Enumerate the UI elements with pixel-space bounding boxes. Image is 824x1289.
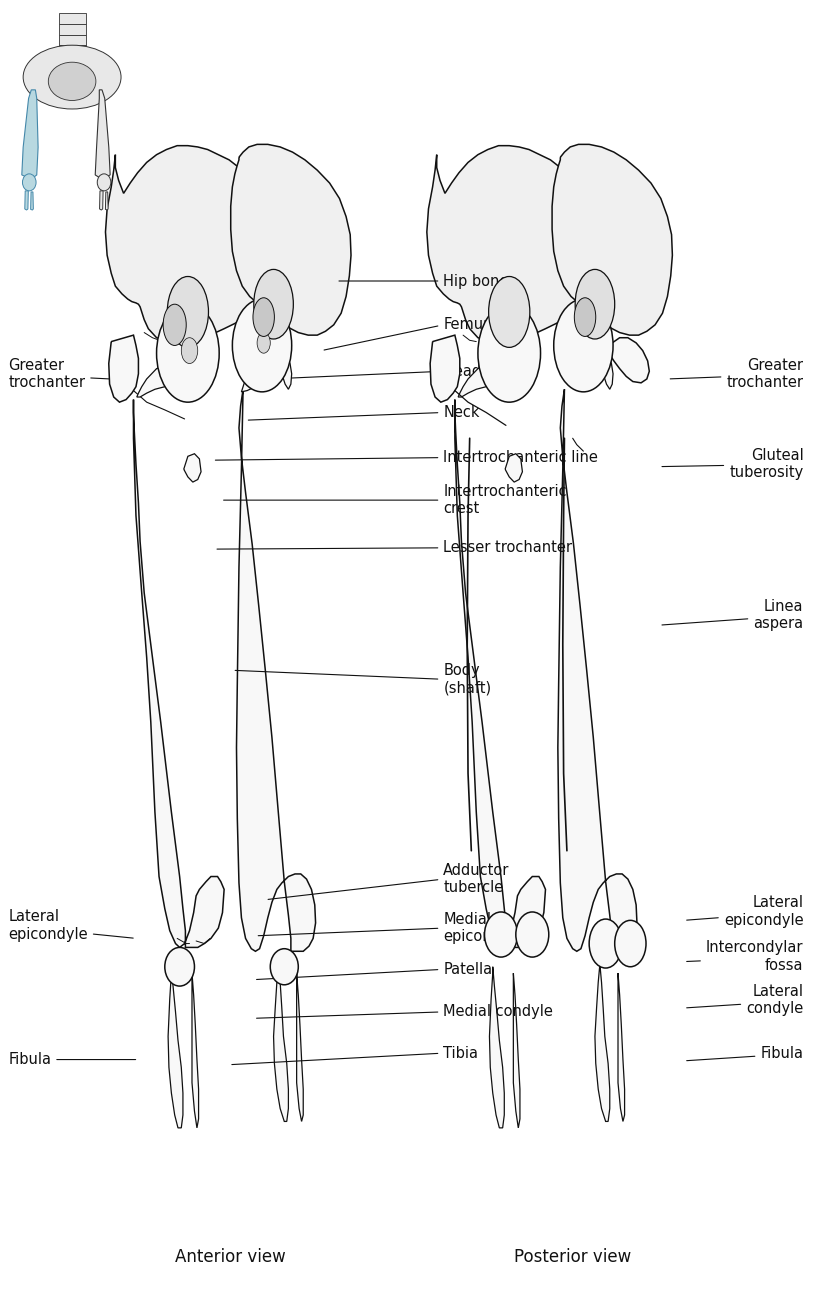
Text: Tibia: Tibia: [232, 1045, 478, 1065]
PathPatch shape: [236, 389, 316, 951]
Polygon shape: [21, 90, 38, 179]
Text: Intertrochanteric
crest: Intertrochanteric crest: [223, 483, 567, 517]
PathPatch shape: [618, 973, 625, 1121]
Text: Patella: Patella: [256, 962, 493, 980]
PathPatch shape: [608, 338, 649, 383]
Polygon shape: [96, 90, 110, 179]
Ellipse shape: [589, 919, 622, 968]
PathPatch shape: [274, 964, 288, 1121]
PathPatch shape: [552, 144, 672, 335]
Text: Anterior view: Anterior view: [176, 1248, 286, 1266]
PathPatch shape: [430, 335, 460, 402]
Ellipse shape: [485, 913, 517, 956]
PathPatch shape: [489, 967, 504, 1128]
Ellipse shape: [253, 298, 274, 336]
PathPatch shape: [297, 973, 303, 1121]
Circle shape: [232, 299, 292, 392]
Circle shape: [478, 304, 541, 402]
Text: Medial
epicondyle: Medial epicondyle: [258, 911, 523, 945]
PathPatch shape: [105, 146, 270, 343]
Ellipse shape: [165, 947, 194, 986]
PathPatch shape: [137, 361, 183, 397]
Text: Lesser trochanter: Lesser trochanter: [217, 540, 573, 556]
PathPatch shape: [595, 964, 610, 1121]
PathPatch shape: [602, 356, 613, 389]
Text: Gluteal
tuberosity: Gluteal tuberosity: [662, 447, 803, 481]
Text: Greater
trochanter: Greater trochanter: [670, 357, 803, 391]
Text: Lateral
condyle: Lateral condyle: [686, 984, 803, 1017]
Ellipse shape: [97, 174, 111, 191]
Text: Hip bone: Hip bone: [339, 273, 508, 289]
Text: Fibula: Fibula: [686, 1045, 803, 1061]
Text: Intercondylar
fossa: Intercondylar fossa: [686, 940, 803, 973]
Polygon shape: [100, 191, 103, 210]
Circle shape: [257, 333, 270, 353]
Text: Linea
aspera: Linea aspera: [662, 598, 803, 632]
Ellipse shape: [23, 45, 121, 110]
PathPatch shape: [558, 389, 637, 951]
Circle shape: [181, 338, 198, 363]
Ellipse shape: [163, 304, 186, 345]
PathPatch shape: [455, 400, 545, 947]
Ellipse shape: [270, 949, 298, 985]
PathPatch shape: [109, 335, 138, 402]
Text: Fibula: Fibula: [8, 1052, 136, 1067]
Polygon shape: [59, 24, 86, 35]
Text: Head: Head: [273, 363, 481, 379]
Ellipse shape: [254, 269, 293, 339]
Text: Lateral
epicondyle: Lateral epicondyle: [8, 909, 133, 942]
PathPatch shape: [133, 400, 224, 947]
Ellipse shape: [615, 920, 646, 967]
Text: Body
(shaft): Body (shaft): [235, 663, 491, 696]
Text: Femur: Femur: [324, 317, 489, 351]
Polygon shape: [105, 192, 108, 210]
Text: Lateral
epicondyle: Lateral epicondyle: [686, 895, 803, 928]
Text: Medial condyle: Medial condyle: [256, 1004, 553, 1020]
PathPatch shape: [505, 454, 522, 482]
PathPatch shape: [184, 454, 201, 482]
Ellipse shape: [516, 913, 549, 956]
Circle shape: [157, 304, 219, 402]
PathPatch shape: [241, 356, 272, 392]
PathPatch shape: [458, 361, 504, 397]
PathPatch shape: [427, 146, 592, 343]
Text: Adductor
tubercle: Adductor tubercle: [268, 862, 510, 900]
Ellipse shape: [489, 277, 530, 347]
PathPatch shape: [168, 967, 183, 1128]
Polygon shape: [59, 45, 86, 55]
PathPatch shape: [192, 973, 199, 1128]
Polygon shape: [25, 191, 28, 210]
Ellipse shape: [49, 62, 96, 101]
Polygon shape: [59, 13, 86, 24]
PathPatch shape: [513, 973, 520, 1128]
Text: Greater
trochanter: Greater trochanter: [8, 357, 133, 391]
Text: Neck: Neck: [248, 405, 480, 420]
PathPatch shape: [231, 144, 351, 335]
Polygon shape: [59, 35, 86, 45]
Text: Posterior view: Posterior view: [514, 1248, 631, 1266]
Ellipse shape: [575, 269, 615, 339]
PathPatch shape: [280, 356, 292, 389]
Polygon shape: [30, 192, 33, 210]
Ellipse shape: [574, 298, 596, 336]
Circle shape: [554, 299, 613, 392]
Ellipse shape: [167, 277, 208, 347]
Text: Intertrochanteric line: Intertrochanteric line: [215, 450, 598, 465]
Ellipse shape: [22, 174, 36, 191]
